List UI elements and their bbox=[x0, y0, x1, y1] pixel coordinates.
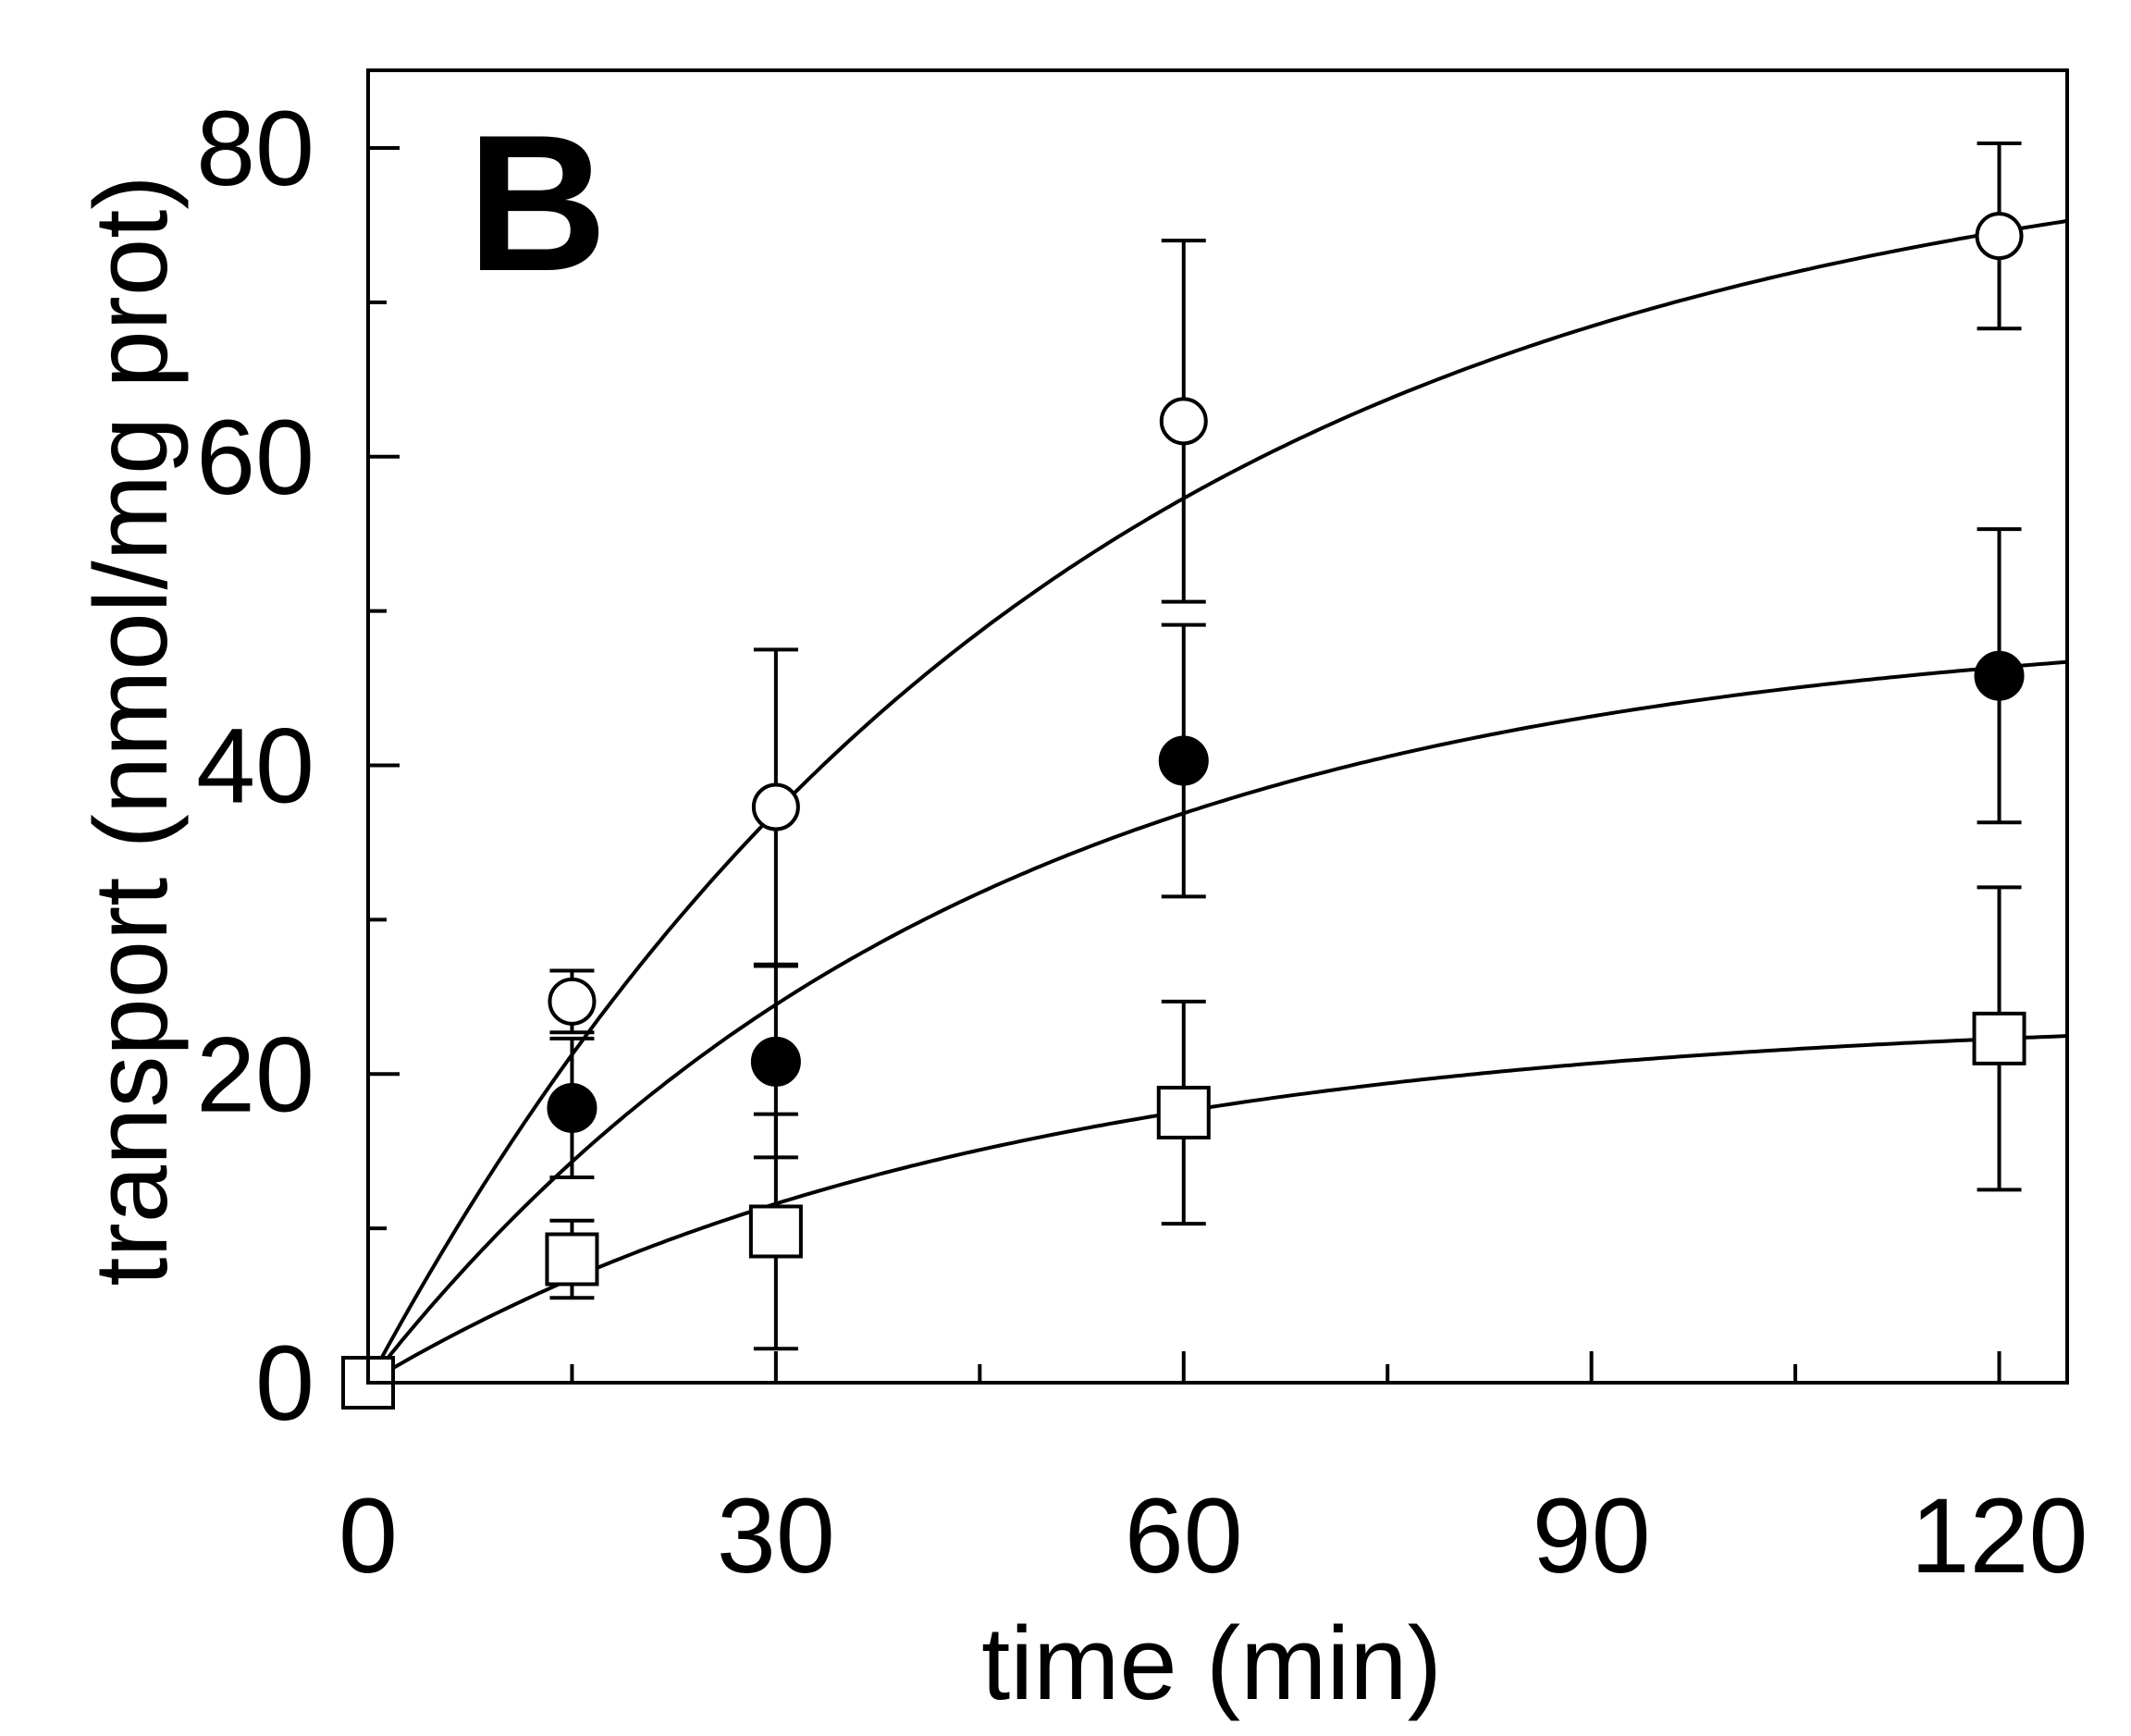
fit-curve bbox=[366, 659, 2068, 1385]
x-tick-label: 120 bbox=[1911, 1477, 2088, 1595]
y-axis-title: transport (nmol/mg prot) bbox=[73, 175, 189, 1286]
axis-ticks bbox=[366, 146, 2002, 1385]
x-tick-label: 0 bbox=[339, 1477, 398, 1595]
open-circle-marker bbox=[548, 977, 597, 1026]
open-circle-marker bbox=[1975, 212, 2024, 261]
open-square-marker bbox=[1156, 1085, 1211, 1139]
x-tick-label: 60 bbox=[1125, 1477, 1243, 1595]
filled-circle-marker bbox=[750, 1036, 801, 1087]
y-tick-label: 40 bbox=[196, 708, 314, 826]
plot-frame bbox=[366, 68, 2069, 1385]
data-markers bbox=[341, 212, 2026, 1410]
y-tick-labels: 0 20 40 60 80 bbox=[196, 90, 314, 1443]
open-square-marker bbox=[1972, 1011, 2026, 1065]
y-tick-label: 0 bbox=[255, 1324, 314, 1443]
y-tick-label: 60 bbox=[196, 399, 314, 517]
x-axis-title: time (min) bbox=[981, 1606, 1442, 1721]
x-tick-label: 30 bbox=[717, 1477, 835, 1595]
panel-label: B bbox=[467, 94, 608, 312]
error-bars bbox=[549, 141, 2022, 1351]
fit-curve bbox=[366, 218, 2068, 1384]
fit-curves bbox=[366, 218, 2068, 1385]
fit-curve bbox=[366, 1034, 2068, 1385]
y-tick-label: 80 bbox=[196, 90, 314, 208]
open-square-marker bbox=[545, 1232, 599, 1287]
filled-circle-marker bbox=[547, 1082, 597, 1133]
filled-circle-marker bbox=[1974, 650, 2025, 701]
y-tick-label: 20 bbox=[196, 1016, 314, 1134]
filled-circle-marker bbox=[1158, 735, 1209, 786]
open-circle-marker bbox=[1159, 397, 1208, 446]
open-circle-marker bbox=[751, 782, 800, 831]
x-tick-label: 90 bbox=[1533, 1477, 1651, 1595]
x-tick-labels: 0 30 60 90 120 bbox=[339, 1477, 2088, 1595]
open-square-marker bbox=[748, 1204, 803, 1259]
